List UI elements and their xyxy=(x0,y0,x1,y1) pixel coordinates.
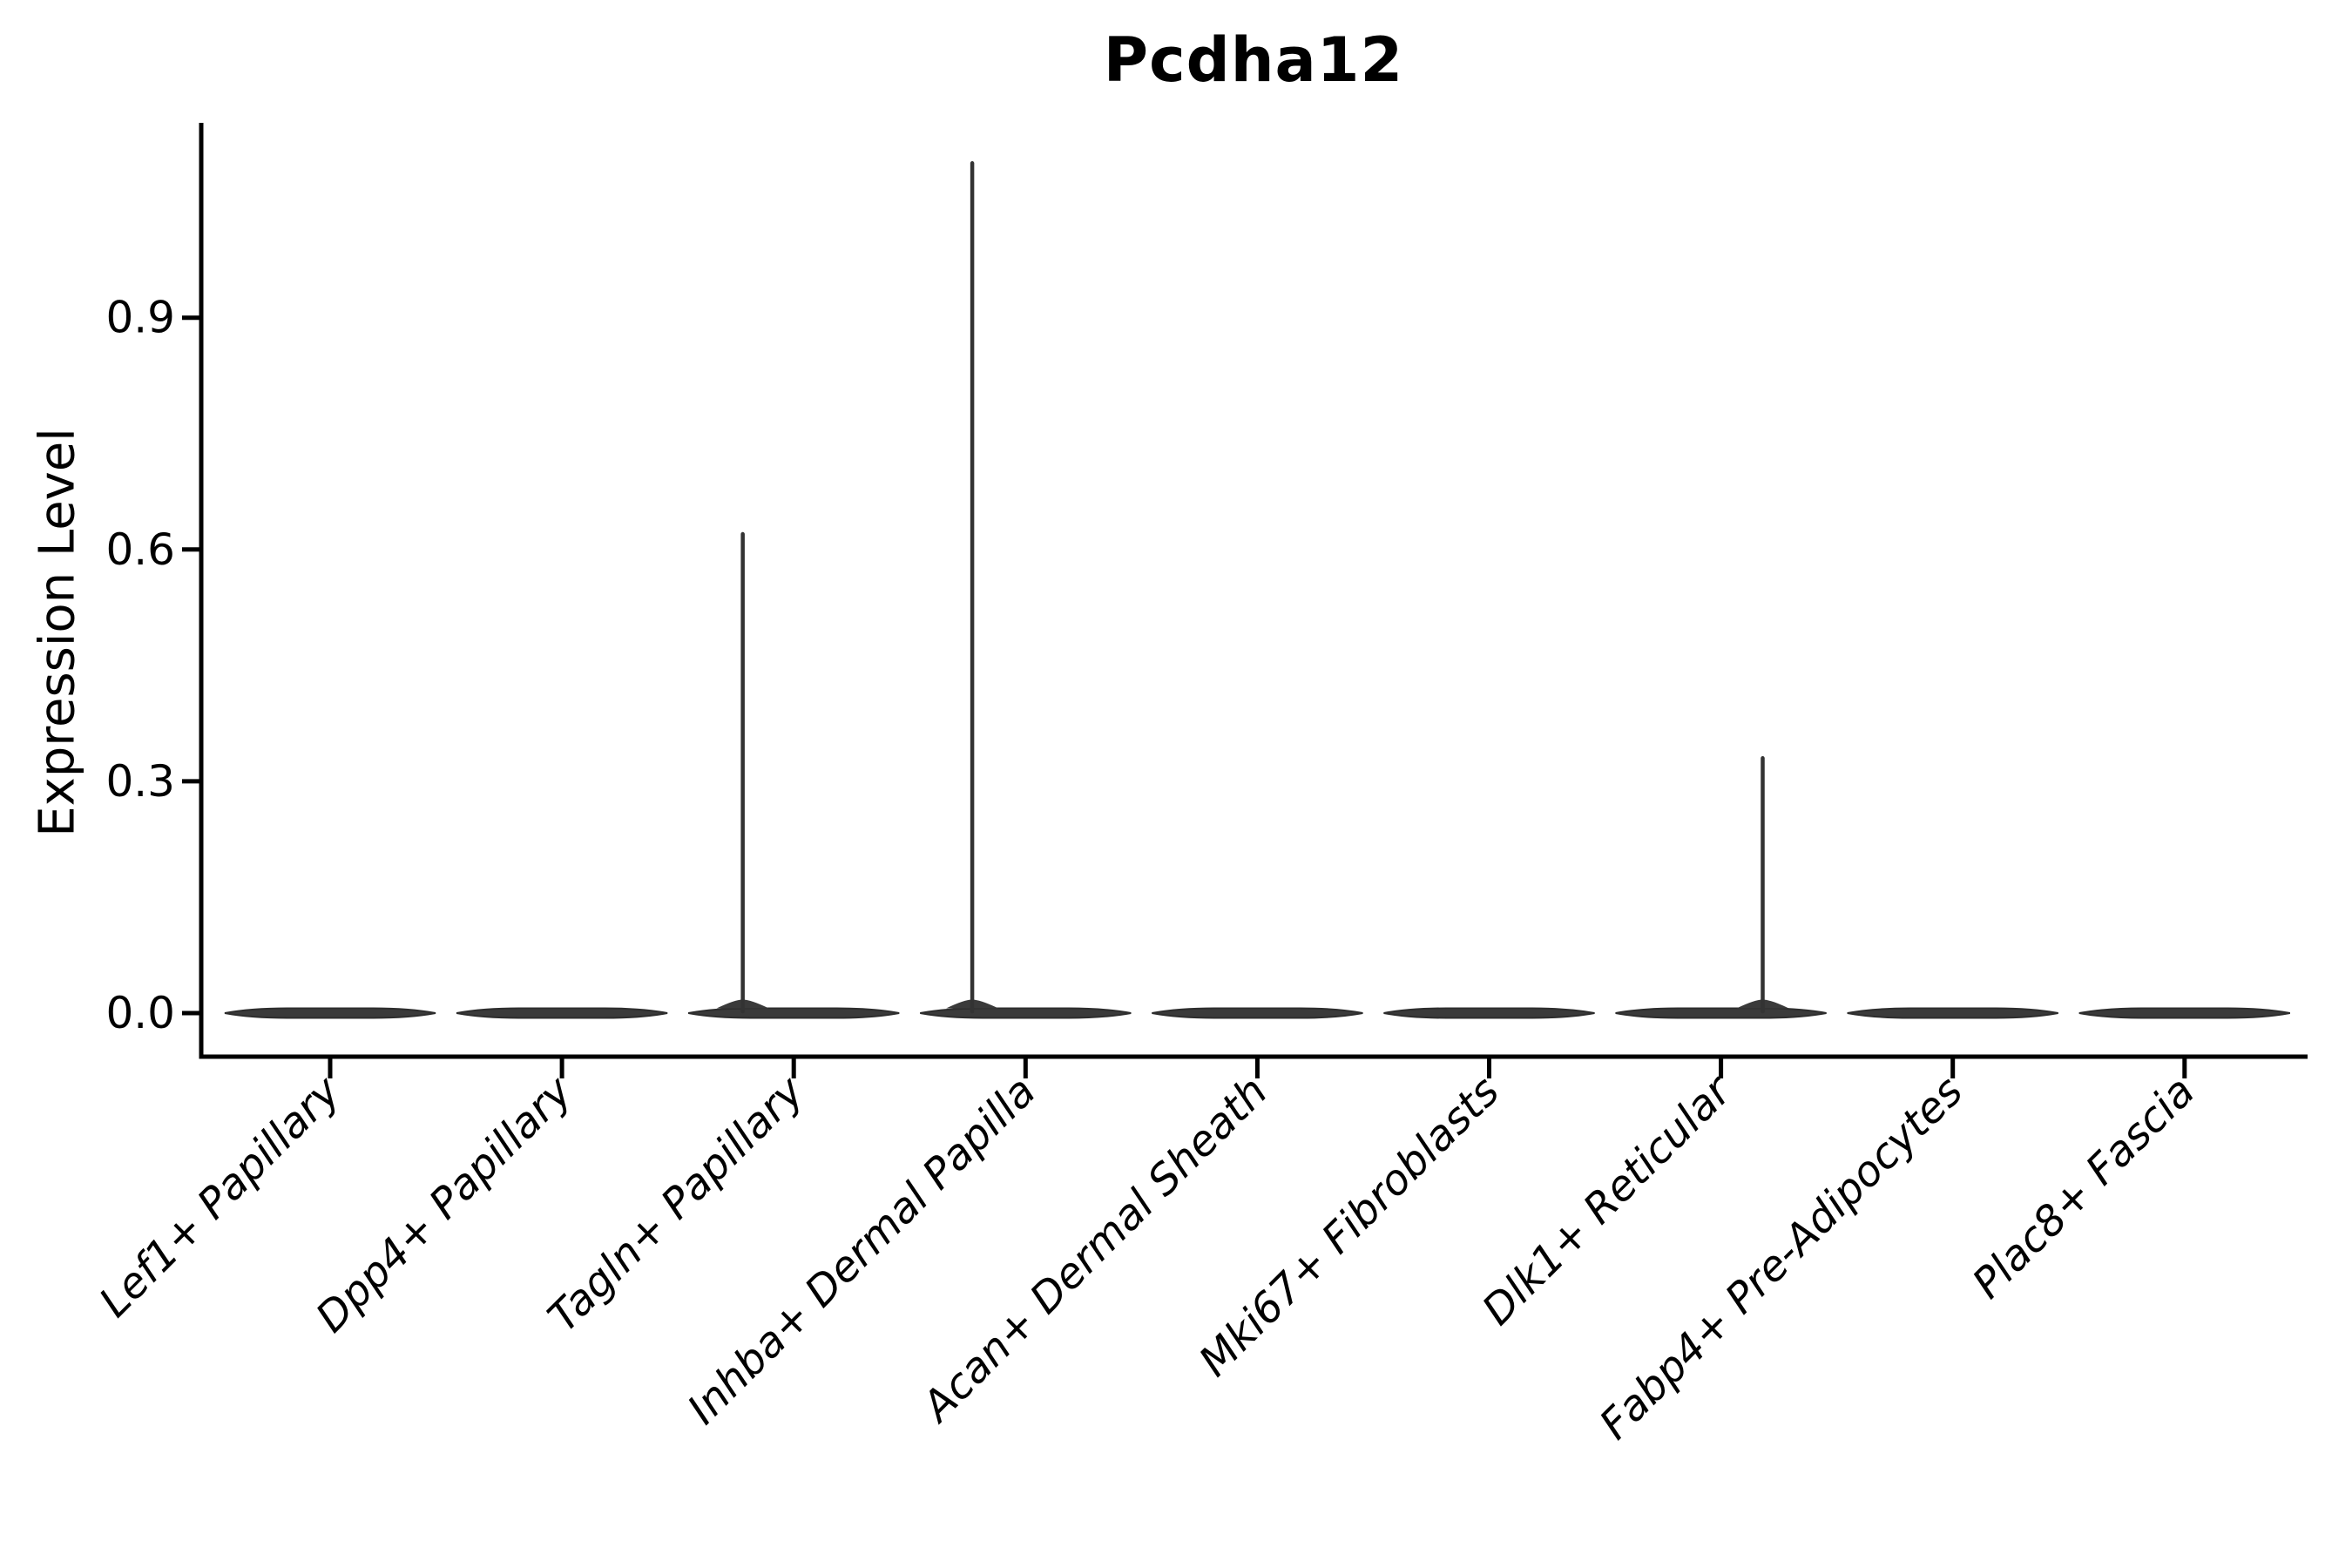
chart-title: Pcdha12 xyxy=(1103,24,1404,96)
y-tick-label: 0.3 xyxy=(105,756,175,807)
x-category-label: Tagln+ Papillary xyxy=(538,1066,814,1342)
violin-3 xyxy=(920,161,1132,1019)
violin-1 xyxy=(456,1007,668,1019)
violin-7 xyxy=(1847,1007,2058,1019)
violin-body xyxy=(1383,1007,1595,1019)
violin-body xyxy=(1615,1007,1827,1019)
violin-6 xyxy=(1615,756,1827,1019)
violin-5 xyxy=(1383,1007,1595,1019)
y-axis-ticks: 0.0 0.3 0.6 0.9 xyxy=(105,293,201,1038)
x-category-label: Dlk1+ Reticular xyxy=(1473,1065,1743,1335)
y-tick-label: 0.9 xyxy=(105,293,175,343)
axes-group xyxy=(199,123,2308,1059)
y-tick-label: 0.6 xyxy=(105,524,175,575)
violin-body xyxy=(688,1007,900,1019)
x-category-label: Plac8+ Fascia xyxy=(1963,1067,2205,1308)
x-category-label: Lef1+ Papillary xyxy=(90,1066,350,1327)
violin-body xyxy=(1847,1007,2058,1019)
violins-group xyxy=(224,161,2290,1019)
violin-body xyxy=(224,1007,436,1019)
violin-body xyxy=(2078,1007,2290,1019)
y-tick-label: 0.0 xyxy=(105,988,175,1038)
violin-body xyxy=(456,1007,668,1019)
violin-4 xyxy=(1152,1007,1363,1019)
violin-body xyxy=(920,1007,1132,1019)
violin-8 xyxy=(2078,1007,2290,1019)
violin-0 xyxy=(224,1007,436,1019)
violin-2 xyxy=(688,531,900,1019)
violin-body xyxy=(1152,1007,1363,1019)
x-category-label: Dpp4+ Papillary xyxy=(307,1066,582,1342)
